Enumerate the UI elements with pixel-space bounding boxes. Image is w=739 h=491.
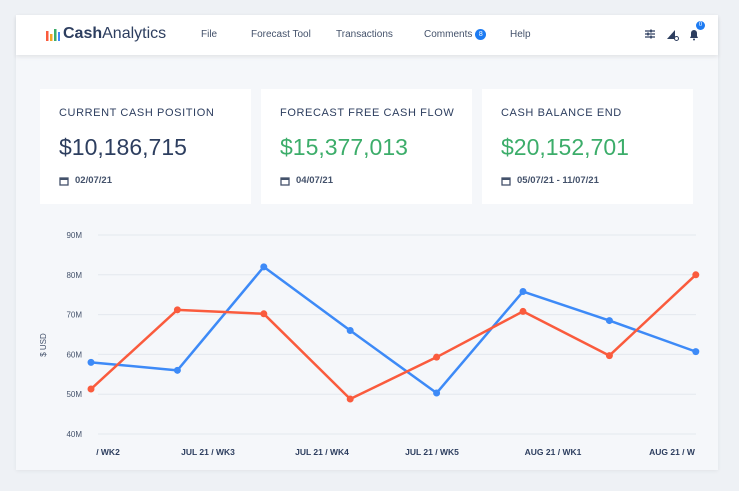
card-value: $15,377,013 bbox=[280, 134, 408, 160]
card-title: CURRENT CASH POSITION bbox=[59, 107, 215, 119]
x-tick-label: / WK2 bbox=[96, 447, 120, 457]
nav-comments[interactable]: Comments 8 bbox=[424, 29, 487, 40]
y-tick-label: 50M bbox=[66, 390, 82, 399]
card-date: 02/07/21 bbox=[75, 175, 112, 186]
signal-settings-icon[interactable] bbox=[666, 28, 679, 41]
y-tick-label: 90M bbox=[66, 231, 82, 240]
x-tick-label: JUL 21 / WK3 bbox=[181, 447, 235, 457]
y-tick-label: 70M bbox=[66, 311, 82, 320]
data-point bbox=[260, 310, 268, 318]
calendar-icon bbox=[280, 176, 290, 186]
card-current-cash-position: CURRENT CASH POSITION $10,186,715 02/07/… bbox=[40, 89, 251, 204]
data-point bbox=[519, 288, 527, 296]
x-tick-label: AUG 21 / W bbox=[649, 447, 696, 457]
y-axis-label: $ USD bbox=[39, 333, 48, 357]
card-date: 04/07/21 bbox=[296, 175, 333, 186]
card-value: $10,186,715 bbox=[59, 134, 187, 160]
card-forecast-free-cash-flow: FORECAST FREE CASH FLOW $15,377,013 04/0… bbox=[261, 89, 472, 204]
top-navbar: Cash Analytics File Forecast Tool Transac… bbox=[16, 15, 718, 55]
y-tick-label: 80M bbox=[66, 271, 82, 280]
nav-file[interactable]: File bbox=[201, 29, 218, 40]
x-tick-label: AUG 21 / WK1 bbox=[525, 447, 582, 457]
nav-comments-label: Comments bbox=[424, 29, 473, 40]
data-point bbox=[87, 385, 95, 393]
card-title: CASH BALANCE END bbox=[501, 107, 622, 119]
sliders-icon[interactable] bbox=[644, 28, 656, 40]
data-point bbox=[346, 327, 354, 335]
data-point bbox=[692, 348, 700, 356]
y-tick-label: 60M bbox=[66, 350, 82, 359]
data-point bbox=[173, 366, 181, 374]
x-tick-label: JUL 21 / WK5 bbox=[405, 447, 459, 457]
card-date: 05/07/21 - 11/07/21 bbox=[517, 175, 599, 186]
data-point bbox=[519, 307, 527, 315]
card-value: $20,152,701 bbox=[501, 134, 629, 160]
bar-chart-logo-icon bbox=[46, 28, 60, 41]
series-line bbox=[90, 273, 697, 401]
card-title: FORECAST FREE CASH FLOW bbox=[280, 107, 455, 119]
data-point bbox=[605, 317, 613, 325]
data-point bbox=[87, 358, 95, 366]
data-point bbox=[173, 306, 181, 314]
nav-forecast-tool[interactable]: Forecast Tool bbox=[251, 29, 311, 40]
card-cash-balance-end: CASH BALANCE END $20,152,701 05/07/21 - … bbox=[482, 89, 693, 204]
comments-badge: 8 bbox=[475, 29, 487, 40]
data-point bbox=[433, 353, 441, 361]
brand-light: Analytics bbox=[102, 25, 167, 42]
nav-help[interactable]: Help bbox=[510, 29, 531, 40]
y-tick-label: 40M bbox=[66, 430, 82, 439]
brand-logo[interactable]: Cash Analytics bbox=[46, 25, 166, 43]
data-point bbox=[605, 352, 613, 360]
data-point bbox=[692, 271, 700, 279]
calendar-icon bbox=[59, 176, 69, 186]
bell-icon[interactable] bbox=[688, 28, 700, 41]
calendar-icon bbox=[501, 176, 511, 186]
data-point bbox=[346, 395, 354, 403]
brand-bold: Cash bbox=[63, 25, 103, 42]
notification-badge: 0 bbox=[696, 21, 705, 30]
x-tick-label: JUL 21 / WK4 bbox=[295, 447, 349, 457]
series-line bbox=[90, 265, 697, 395]
data-point bbox=[260, 263, 268, 271]
data-point bbox=[433, 389, 441, 397]
nav-transactions[interactable]: Transactions bbox=[336, 29, 393, 40]
